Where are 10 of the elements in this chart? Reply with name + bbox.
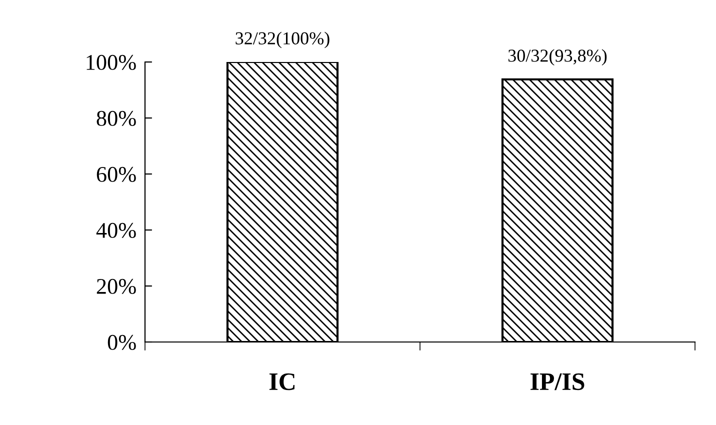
y-tick-label: 60% bbox=[96, 166, 136, 182]
x-tick-label: IP/IS bbox=[530, 373, 584, 390]
data-label: 32/32(100%) bbox=[236, 32, 330, 48]
y-tick-label: 100% bbox=[86, 54, 136, 70]
data-label: 30/32(93,8%) bbox=[508, 49, 607, 66]
y-tick-label: 80% bbox=[96, 110, 136, 126]
y-tick-label: 20% bbox=[96, 278, 136, 294]
y-tick-label: 40% bbox=[96, 222, 136, 238]
y-tick-label: 0% bbox=[108, 334, 136, 350]
x-tick-label: IC bbox=[269, 373, 294, 390]
